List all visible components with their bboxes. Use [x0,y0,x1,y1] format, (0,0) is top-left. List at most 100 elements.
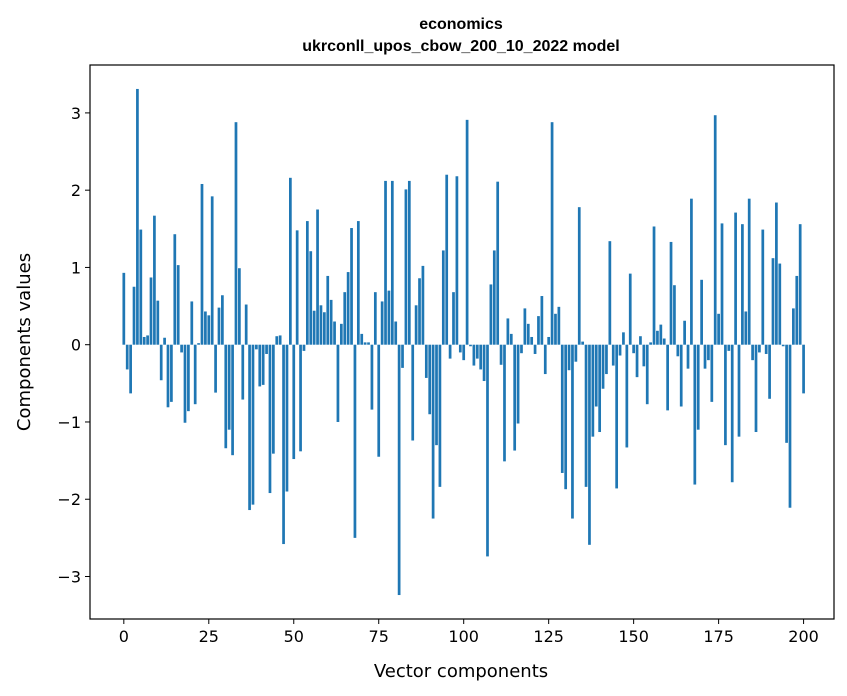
bar [384,180,387,345]
x-tick-label: 25 [199,627,219,646]
bar [479,344,483,370]
bar [764,344,768,354]
bar [326,275,330,345]
bar [183,344,187,423]
bar [503,344,506,462]
bar [292,344,296,460]
bar [632,344,635,354]
bar [309,251,313,345]
bar [275,336,279,345]
bar [231,344,234,456]
bar [526,323,530,345]
bar [455,176,459,345]
bar [329,299,333,345]
bar [221,295,224,345]
bar [792,308,795,345]
bar [234,122,238,345]
bar [149,277,153,345]
bar [588,344,591,545]
y-tick-label: −3 [57,568,81,587]
bar [615,344,619,489]
x-axis: 0 25 50 75 100 125 150 175 200 [119,619,819,646]
bar [530,336,534,345]
bar [768,344,771,399]
bar [571,344,574,519]
y-tick-label: 0 [71,336,81,355]
bar [285,344,289,492]
bar [751,344,754,361]
bar [336,344,340,422]
bar [465,119,469,345]
bar [489,284,493,345]
bar [316,209,319,345]
bar [261,344,265,385]
bar [244,304,248,345]
bar [700,279,703,345]
bar [204,311,207,345]
bar [611,344,615,366]
bar [180,344,183,353]
bar [377,344,381,457]
bar [591,344,595,437]
bar [550,122,554,345]
bar [696,344,700,430]
bar [741,224,744,345]
chart-title: economics [419,16,503,33]
bar [469,344,472,347]
bar [258,344,262,387]
bar [441,250,445,345]
bar [727,344,731,351]
bar [312,310,316,345]
bar [241,344,245,400]
bar [146,335,149,345]
y-tick-label: 1 [71,258,81,277]
bar [322,312,326,345]
bar [367,342,370,345]
bar [781,344,785,347]
bar [407,180,411,345]
bar [248,344,251,511]
bar [577,207,581,345]
x-tick-label: 75 [369,627,389,646]
bar [458,344,462,353]
x-tick-label: 150 [618,627,649,646]
bar [785,344,788,443]
bar [390,180,394,345]
y-tick-label: 3 [71,104,81,123]
bar [190,301,194,345]
bar [255,344,258,350]
bar [139,229,143,345]
bar [462,344,466,361]
bar [428,344,432,415]
bar [669,241,673,345]
bar [268,344,272,494]
bar [625,344,629,448]
bar [581,341,585,345]
bar [775,202,778,345]
bar [649,342,652,345]
bar [132,286,136,345]
bar [339,323,343,345]
bar [159,344,163,381]
bar [397,344,401,596]
bar-series [122,88,805,596]
bar [639,336,642,345]
bar [227,344,231,430]
bar [289,177,292,345]
bar [435,344,438,446]
bar [520,344,523,354]
bar [730,344,734,483]
bar [136,88,139,345]
bar [380,301,384,345]
bar [404,189,408,345]
bar [584,344,588,487]
bar [343,292,347,345]
bar [771,258,775,345]
bar [710,344,714,402]
bar [795,275,799,345]
bar [238,268,241,345]
bar [197,343,200,345]
bar [673,285,676,345]
bar [506,318,510,345]
